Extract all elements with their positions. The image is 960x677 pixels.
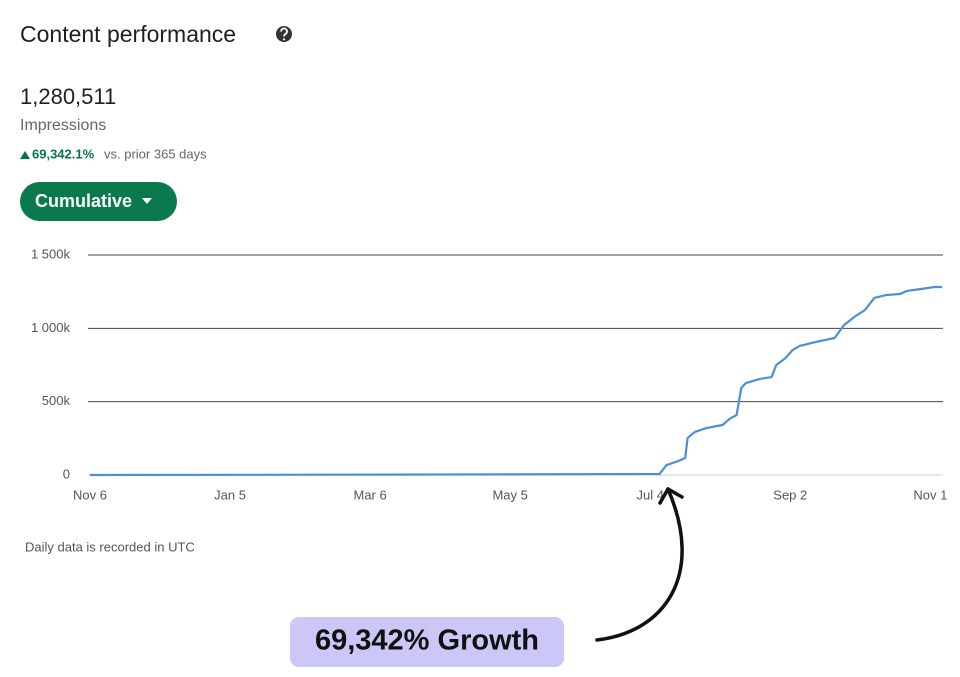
x-tick-label: Sep 2 xyxy=(773,487,807,502)
y-tick-label: 1 500k xyxy=(31,246,71,261)
y-tick-label: 1 000k xyxy=(31,320,71,335)
up-arrow xyxy=(20,151,30,159)
button-bg[interactable] xyxy=(20,182,177,221)
impressions-line xyxy=(89,285,942,477)
y-tick-label: 500k xyxy=(42,393,71,408)
button-label[interactable]: Cumulative xyxy=(35,191,132,211)
x-tick-label: Jul 4 xyxy=(636,487,663,502)
metric-value: 1,280,511 xyxy=(20,84,116,109)
title: Content performance xyxy=(20,21,236,47)
annotation-box xyxy=(290,617,564,667)
cumulative-button[interactable]: Cumulative xyxy=(20,182,177,221)
x-tick-label: Nov 6 xyxy=(73,487,107,502)
annotation: 69,342% Growth xyxy=(315,625,539,657)
x-tick-label: May 5 xyxy=(492,487,527,502)
metric-change: 69,342.1% xyxy=(32,146,95,161)
x-tick-label: Nov 1 xyxy=(913,487,947,502)
metric-label: Impressions xyxy=(20,117,106,134)
metric-comparison: vs. prior 365 days xyxy=(104,146,207,161)
x-tick-label: Mar 6 xyxy=(353,487,386,502)
x-tick-label: Jan 5 xyxy=(214,487,246,502)
footnote: Daily data is recorded in UTC xyxy=(25,539,195,554)
annotation-arrow xyxy=(595,487,684,642)
y-tick-label: 0 xyxy=(63,466,70,481)
help-icon[interactable] xyxy=(276,26,292,42)
